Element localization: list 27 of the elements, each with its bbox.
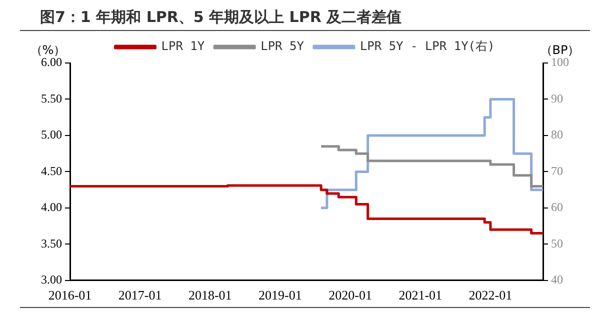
x-tick-label: 2022-01 bbox=[468, 288, 512, 303]
y-tick-label: 4.50 bbox=[41, 164, 62, 178]
y-tick-label: 3.50 bbox=[41, 236, 62, 250]
x-tick-label: 2021-01 bbox=[398, 288, 442, 303]
legend-label: LPR 5Y - LPR 1Y(右) bbox=[360, 39, 495, 54]
y2-tick-label: 100 bbox=[551, 55, 569, 70]
y2-tick-label: 70 bbox=[551, 164, 563, 178]
x-tick-label: 2017-01 bbox=[118, 288, 162, 303]
y2-tick-label: 50 bbox=[551, 236, 563, 250]
y2-tick-label: 90 bbox=[551, 91, 563, 106]
x-tick-label: 2018-01 bbox=[188, 288, 232, 303]
legend-label: LPR 1Y bbox=[161, 39, 206, 54]
y-tick-label: 5.00 bbox=[41, 128, 62, 142]
y2-tick-label: 60 bbox=[551, 200, 563, 214]
y2-axis-title: （BP） bbox=[540, 43, 580, 58]
y-tick-label: 6.00 bbox=[41, 55, 62, 70]
y2-tick-label: 40 bbox=[551, 272, 563, 287]
y2-tick-label: 80 bbox=[551, 128, 563, 142]
x-tick-label: 2019-01 bbox=[258, 288, 302, 303]
x-tick-label: 2016-01 bbox=[48, 288, 92, 303]
y-tick-label: 4.00 bbox=[41, 200, 62, 214]
legend-label: LPR 5Y bbox=[260, 39, 305, 54]
y-tick-label: 5.50 bbox=[41, 91, 62, 106]
chart-title: 图7：1 年期和 LPR、5 年期及以上 LPR 及二者差值 bbox=[20, 8, 590, 31]
y-axis-title: （%） bbox=[30, 43, 66, 58]
x-tick-label: 2020-01 bbox=[328, 288, 372, 303]
y-tick-label: 3.00 bbox=[41, 272, 62, 287]
